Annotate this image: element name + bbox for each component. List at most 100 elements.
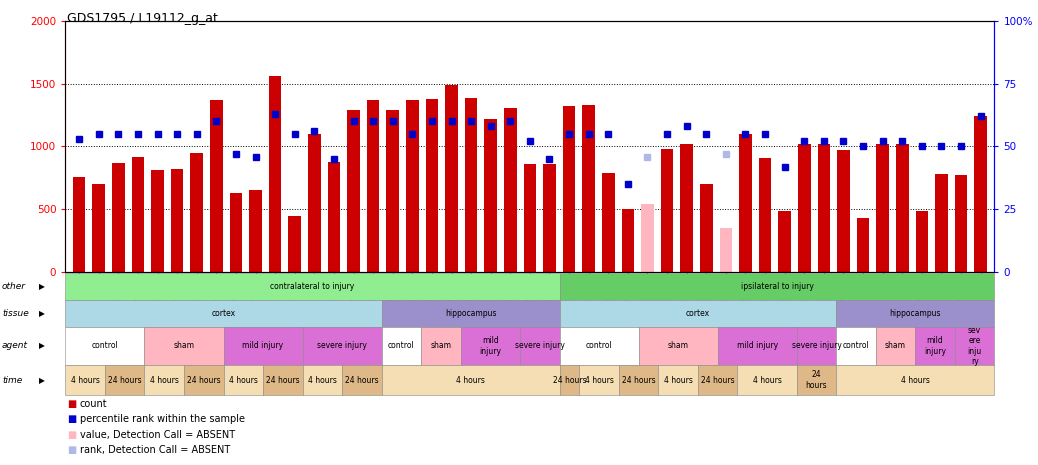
Bar [170, 169, 184, 272]
Text: 4 hours: 4 hours [456, 376, 485, 385]
Bar [975, 116, 987, 272]
Text: control: control [585, 341, 612, 351]
Bar [523, 164, 537, 272]
Text: mild injury: mild injury [737, 341, 777, 351]
Bar [955, 175, 967, 272]
Bar [112, 163, 125, 272]
Bar [563, 106, 575, 272]
Text: cortex: cortex [212, 309, 236, 318]
Text: 4 hours: 4 hours [901, 376, 930, 385]
Text: count: count [80, 399, 108, 409]
Bar [543, 164, 556, 272]
Text: severe injury: severe injury [792, 341, 842, 351]
Text: ▶: ▶ [39, 309, 46, 318]
Text: sham: sham [667, 341, 688, 351]
Bar [229, 193, 242, 272]
Bar [406, 100, 418, 272]
Bar [347, 110, 360, 272]
Bar [465, 98, 477, 272]
Bar [92, 184, 105, 272]
Bar [700, 184, 713, 272]
Text: mild
injury: mild injury [924, 336, 946, 356]
Bar [935, 174, 948, 272]
Text: agent: agent [2, 341, 28, 351]
Bar [485, 119, 497, 272]
Bar [426, 99, 438, 272]
Text: 24
hours: 24 hours [805, 371, 827, 390]
Text: hippocampus: hippocampus [890, 309, 941, 318]
Bar [73, 177, 85, 272]
Bar [289, 216, 301, 272]
Bar [249, 191, 262, 272]
Bar [837, 150, 850, 272]
Bar [661, 149, 674, 272]
Bar [778, 211, 791, 272]
Bar [856, 218, 870, 272]
Text: 4 hours: 4 hours [584, 376, 613, 385]
Text: cortex: cortex [686, 309, 710, 318]
Bar [152, 170, 164, 272]
Text: control: control [843, 341, 870, 351]
Text: sev
ere
inju
ry: sev ere inju ry [967, 326, 982, 366]
Bar [210, 100, 223, 272]
Bar [896, 144, 908, 272]
Text: 24 hours: 24 hours [108, 376, 141, 385]
Text: sham: sham [173, 341, 194, 351]
Bar [680, 144, 693, 272]
Text: ■: ■ [67, 414, 77, 425]
Bar [445, 85, 458, 272]
Text: 4 hours: 4 hours [663, 376, 692, 385]
Bar [582, 105, 595, 272]
Bar [602, 173, 614, 272]
Bar [818, 144, 830, 272]
Text: other: other [2, 282, 26, 291]
Text: ■: ■ [67, 445, 77, 455]
Text: rank, Detection Call = ABSENT: rank, Detection Call = ABSENT [80, 445, 230, 455]
Text: ■: ■ [67, 399, 77, 409]
Text: mild injury: mild injury [243, 341, 283, 351]
Text: 4 hours: 4 hours [753, 376, 782, 385]
Bar [641, 204, 654, 272]
Text: 24 hours: 24 hours [622, 376, 655, 385]
Text: 4 hours: 4 hours [149, 376, 179, 385]
Bar [798, 144, 811, 272]
Text: ▶: ▶ [39, 282, 46, 291]
Text: 24 hours: 24 hours [187, 376, 220, 385]
Bar [622, 209, 634, 272]
Text: hippocampus: hippocampus [445, 309, 496, 318]
Bar [328, 161, 340, 272]
Text: contralateral to injury: contralateral to injury [270, 282, 355, 291]
Text: control: control [388, 341, 415, 351]
Text: severe injury: severe injury [515, 341, 565, 351]
Text: tissue: tissue [2, 309, 29, 318]
Text: sham: sham [431, 341, 452, 351]
Text: 4 hours: 4 hours [228, 376, 257, 385]
Text: ipsilateral to injury: ipsilateral to injury [740, 282, 814, 291]
Bar [916, 211, 928, 272]
Text: time: time [2, 376, 23, 385]
Text: sham: sham [885, 341, 906, 351]
Bar [719, 228, 732, 272]
Bar [366, 100, 380, 272]
Text: percentile rank within the sample: percentile rank within the sample [80, 414, 245, 425]
Text: ■: ■ [67, 430, 77, 440]
Bar [308, 134, 321, 272]
Text: GDS1795 / L19112_g_at: GDS1795 / L19112_g_at [67, 12, 218, 25]
Text: 24 hours: 24 hours [701, 376, 735, 385]
Bar [190, 153, 203, 272]
Bar [386, 110, 399, 272]
Text: mild
injury: mild injury [480, 336, 501, 356]
Text: 4 hours: 4 hours [308, 376, 336, 385]
Text: value, Detection Call = ABSENT: value, Detection Call = ABSENT [80, 430, 235, 440]
Text: ▶: ▶ [39, 376, 46, 385]
Text: 24 hours: 24 hours [552, 376, 586, 385]
Bar [759, 158, 771, 272]
Text: ▶: ▶ [39, 341, 46, 351]
Bar [132, 157, 144, 272]
Text: 24 hours: 24 hours [345, 376, 379, 385]
Text: control: control [91, 341, 118, 351]
Text: 4 hours: 4 hours [71, 376, 100, 385]
Text: severe injury: severe injury [318, 341, 367, 351]
Bar [503, 107, 517, 272]
Bar [739, 134, 752, 272]
